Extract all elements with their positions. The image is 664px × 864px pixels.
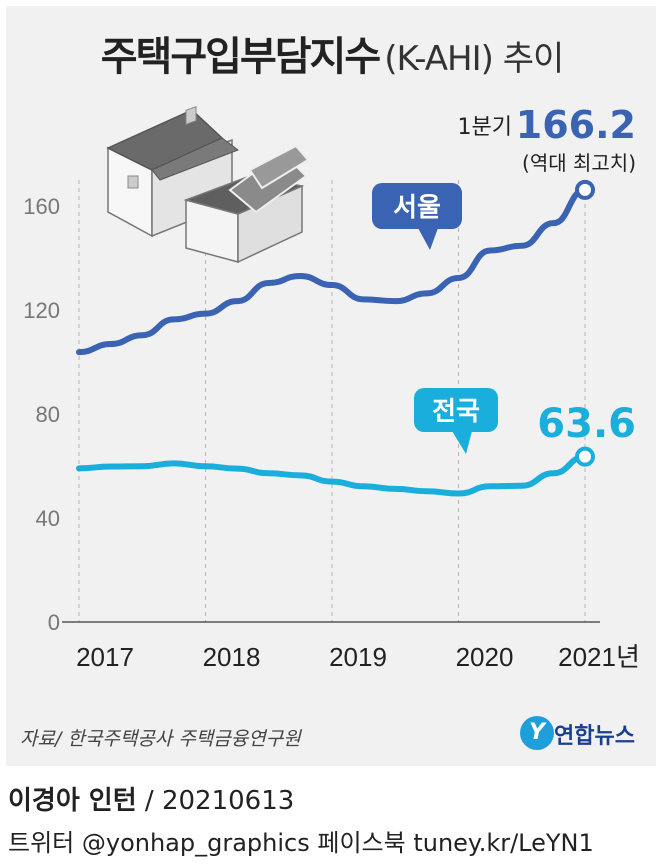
x-axis: 2017 2018 2019 2020 2021년 <box>76 642 640 672</box>
chart-background <box>6 6 656 766</box>
x-tick-label: 2018 <box>203 642 261 672</box>
y-tick-label: 160 <box>23 194 60 219</box>
series-national <box>76 446 595 497</box>
seoul-callout-label: 서울 <box>393 193 441 223</box>
credit-date: / 20210613 <box>136 786 295 816</box>
national-callout: 전국 <box>414 388 498 454</box>
series-line <box>76 186 588 356</box>
chart-title: 주택구입부담지수 (K-AHI) 추이 <box>0 24 664 82</box>
seoul-end-value: 166.2 <box>516 103 636 147</box>
seoul-callout: 서울 <box>372 183 462 250</box>
series-line <box>76 453 588 497</box>
seoul-end-prefix: 1분기 <box>458 115 512 140</box>
credit-author: 이경아 인턴 <box>8 786 137 816</box>
end-point-marker <box>575 446 595 467</box>
y-tick-label: 40 <box>36 506 60 531</box>
seoul-end-note: (역대 최고치) <box>522 151 636 175</box>
logo-icon: Y <box>520 716 554 750</box>
x-tick-label: 2021년 <box>558 642 640 672</box>
y-axis: 0 40 80 120 160 <box>23 194 60 635</box>
title-main: 주택구입부담지수 <box>100 34 381 80</box>
national-callout-label: 전국 <box>432 397 480 427</box>
logo-text: 연합뉴스 <box>554 724 635 749</box>
x-tick-label: 2019 <box>329 642 387 672</box>
yonhap-logo: Y 연합뉴스 <box>520 716 660 756</box>
house-illustration <box>106 105 310 264</box>
title-sub: (K-AHI) 추이 <box>384 39 564 79</box>
y-tick-label: 80 <box>36 402 60 427</box>
sns-line: 트위터 @yonhap_graphics 페이스북 tuney.kr/LeYN1 <box>8 829 594 857</box>
y-tick-label: 120 <box>23 298 60 323</box>
national-end-value: 63.6 <box>537 401 636 447</box>
series-seoul <box>76 179 595 356</box>
end-point-marker <box>575 179 595 200</box>
credit-line: 이경아 인턴 / 20210613 <box>8 780 294 817</box>
x-tick-label: 2020 <box>456 642 514 672</box>
source-note: 자료/ 한국주택공사 주택금융연구원 <box>20 728 301 750</box>
x-tick-label: 2017 <box>76 642 134 672</box>
y-tick-label: 0 <box>48 610 60 635</box>
